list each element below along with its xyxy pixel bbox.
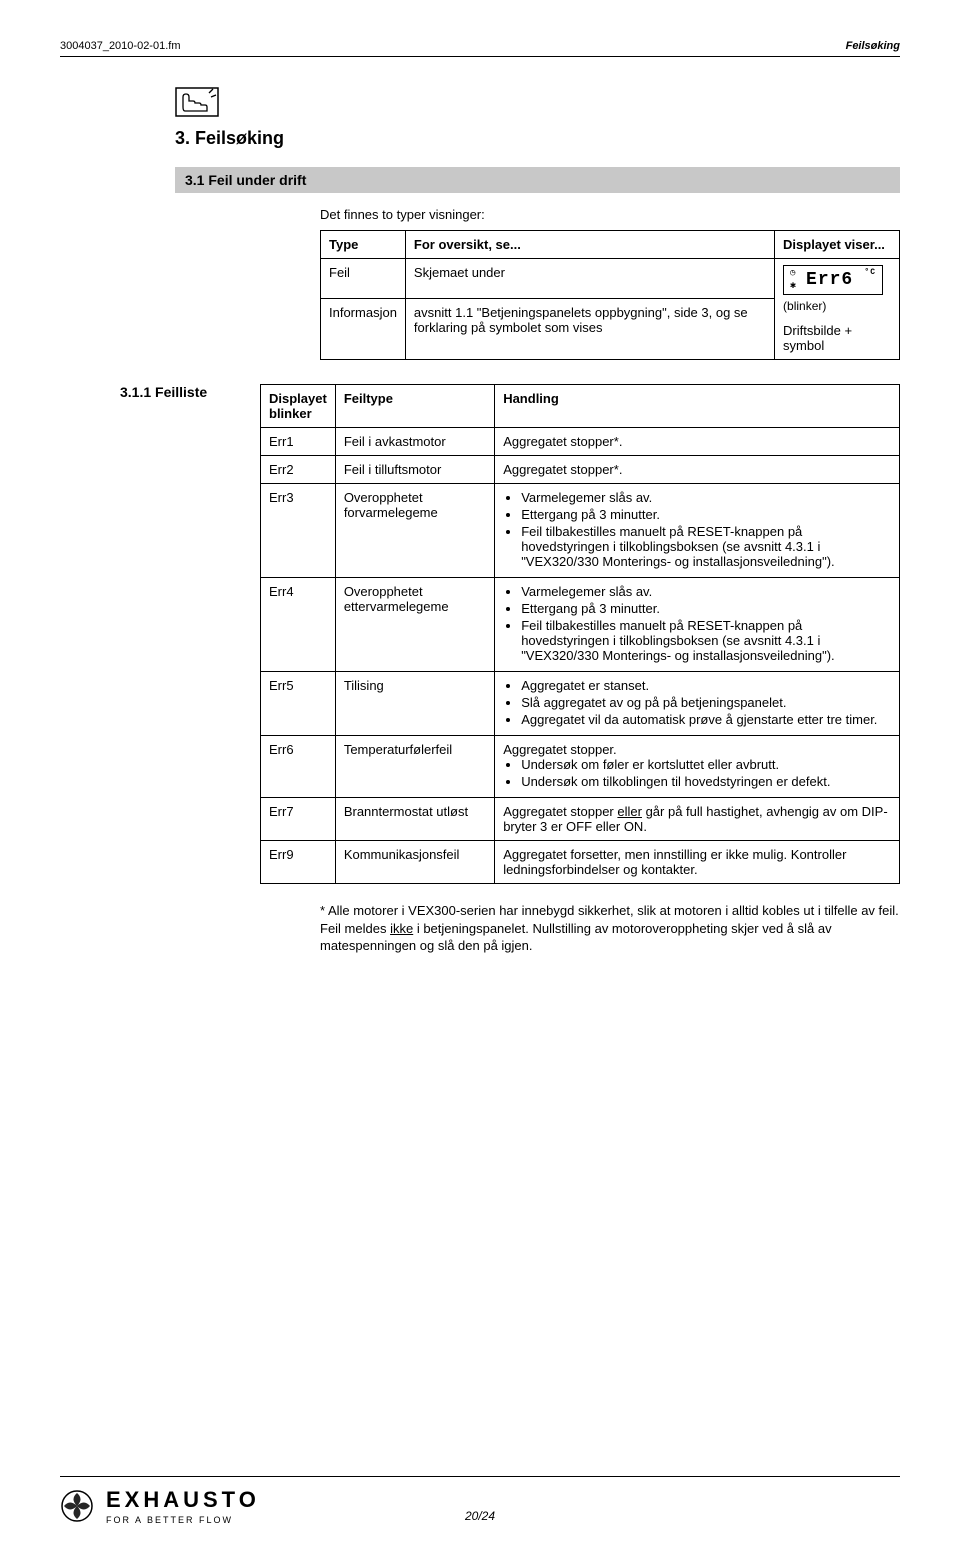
error-type: Feil i tilluftsmotor	[335, 456, 494, 484]
error-id: Err5	[261, 672, 336, 736]
error-handling: Aggregatet stopper.Undersøk om føler er …	[495, 736, 900, 798]
error-handling: Aggregatet er stanset.Slå aggregatet av …	[495, 672, 900, 736]
table-row: Err3Overopphetet forvarmelegemeVarmelege…	[261, 484, 900, 578]
error-handling: Varmelegemer slås av.Ettergang på 3 minu…	[495, 484, 900, 578]
lcd-text: Err6	[792, 270, 853, 290]
table-row: Err4Overopphetet ettervarmelegemeVarmele…	[261, 578, 900, 672]
table-row: Feil Skjemaet under ◷ ✱ °C Err6 (blinker…	[321, 259, 900, 299]
table-row: Err7Branntermostat utløstAggregatet stop…	[261, 798, 900, 841]
error-handling: Aggregatet stopper*.	[495, 456, 900, 484]
table-row: Err2Feil i tilluftsmotorAggregatet stopp…	[261, 456, 900, 484]
lcd-display: ◷ ✱ °C Err6	[783, 265, 883, 295]
error-handling: Aggregatet forsetter, men innstilling er…	[495, 841, 900, 884]
error-handling: Aggregatet stopper eller går på full has…	[495, 798, 900, 841]
logo-tagline: FOR A BETTER FLOW	[106, 1515, 260, 1525]
fan-icon: ✱	[790, 280, 797, 292]
error-type: Feil i avkastmotor	[335, 428, 494, 456]
t1-r0-c1: Skjemaet under	[405, 259, 774, 299]
header-left: 3004037_2010-02-01.fm	[60, 40, 180, 52]
error-type: Overopphetet ettervarmelegeme	[335, 578, 494, 672]
table-row: Err9KommunikasjonsfeilAggregatet forsett…	[261, 841, 900, 884]
error-type: Tilising	[335, 672, 494, 736]
subsubsection-label: 3.1.1 Feilliste	[120, 384, 207, 400]
logo-icon	[60, 1489, 94, 1523]
table-row: Err1Feil i avkastmotorAggregatet stopper…	[261, 428, 900, 456]
error-type: Branntermostat utløst	[335, 798, 494, 841]
error-list-table: Displayet blinker Feiltype Handling Err1…	[260, 384, 900, 884]
logo-text: EXHAUSTO	[106, 1487, 260, 1513]
error-id: Err4	[261, 578, 336, 672]
section-title: 3. Feilsøking	[175, 128, 900, 149]
error-type: Kommunikasjonsfeil	[335, 841, 494, 884]
clock-icon: ◷	[790, 268, 796, 278]
error-id: Err3	[261, 484, 336, 578]
t1-h2: Displayet viser...	[775, 231, 900, 259]
t2-h2: Handling	[495, 385, 900, 428]
error-handling: Aggregatet stopper*.	[495, 428, 900, 456]
error-id: Err6	[261, 736, 336, 798]
error-id: Err7	[261, 798, 336, 841]
table-row: Err6TemperaturfølerfeilAggregatet stoppe…	[261, 736, 900, 798]
t1-r1-c2: Driftsbilde + symbol	[783, 323, 891, 353]
intro-text: Det finnes to typer visninger:	[320, 207, 900, 222]
t2-h0: Displayet blinker	[261, 385, 336, 428]
t1-h0: Type	[321, 231, 406, 259]
error-handling: Varmelegemer slås av.Ettergang på 3 minu…	[495, 578, 900, 672]
error-id: Err2	[261, 456, 336, 484]
lcd-note: (blinker)	[783, 299, 891, 313]
table-row: Err5TilisingAggregatet er stanset.Slå ag…	[261, 672, 900, 736]
t1-r1-c0: Informasjon	[321, 298, 406, 359]
page-footer: EXHAUSTO FOR A BETTER FLOW 20/24	[60, 1476, 900, 1525]
subsection-title: 3.1 Feil under drift	[175, 167, 900, 193]
t1-display-cell: ◷ ✱ °C Err6 (blinker) Driftsbilde + symb…	[775, 259, 900, 360]
bottom-divider	[60, 1476, 900, 1477]
display-types-table: Type For oversikt, se... Displayet viser…	[320, 230, 900, 360]
error-type: Temperaturfølerfeil	[335, 736, 494, 798]
error-id: Err9	[261, 841, 336, 884]
top-divider	[60, 56, 900, 57]
page-header: 3004037_2010-02-01.fm Feilsøking	[60, 40, 900, 52]
header-right: Feilsøking	[846, 40, 900, 52]
t2-h1: Feiltype	[335, 385, 494, 428]
error-id: Err1	[261, 428, 336, 456]
t1-h1: For oversikt, se...	[405, 231, 774, 259]
footnote: * Alle motorer i VEX300-serien har inneb…	[320, 902, 900, 955]
t1-r1-c1: avsnitt 1.1 "Betjeningspanelets oppbygni…	[405, 298, 774, 359]
hand-pointing-icon	[175, 87, 900, 120]
error-type: Overopphetet forvarmelegeme	[335, 484, 494, 578]
page-number: 20/24	[465, 1509, 495, 1523]
logo-block: EXHAUSTO FOR A BETTER FLOW	[60, 1487, 260, 1525]
t1-r0-c0: Feil	[321, 259, 406, 299]
celsius-icon: °C	[864, 268, 876, 277]
